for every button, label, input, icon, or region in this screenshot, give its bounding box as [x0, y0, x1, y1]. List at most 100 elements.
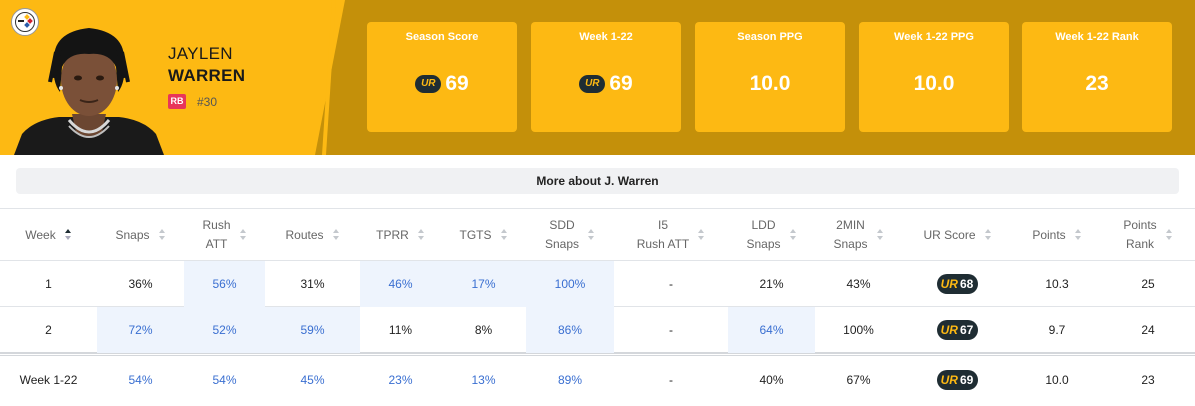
- column-header-line1: TPRR: [376, 227, 409, 242]
- cell-ur-score: UR 68: [902, 261, 1013, 307]
- stat-card-week-rank: Week 1-22 Rank 23: [1022, 22, 1172, 132]
- column-header-line2: Rank: [1125, 237, 1154, 251]
- stat-label: Season PPG: [737, 31, 803, 43]
- column-header-ur-score[interactable]: UR Score: [902, 210, 1013, 260]
- position-badge: RB: [168, 94, 186, 109]
- sort-icon[interactable]: [1074, 229, 1082, 241]
- sort-icon[interactable]: [158, 229, 166, 241]
- column-header-points[interactable]: Points: [1013, 210, 1101, 260]
- column-header-tgts[interactable]: TGTS: [441, 210, 526, 260]
- cell-value: -: [669, 373, 673, 387]
- cell-routes: 31%: [265, 261, 360, 307]
- cell-points-rank: 23: [1101, 357, 1195, 403]
- stat-value: 69: [445, 72, 469, 95]
- column-header-2min-snaps[interactable]: 2MIN Snaps: [815, 210, 902, 260]
- cell-value: 46%: [388, 277, 413, 291]
- more-about-button[interactable]: More about J. Warren: [16, 168, 1179, 194]
- cell-ldd-snaps: 64%: [728, 307, 815, 353]
- cell-ur-score: UR 67: [902, 307, 1013, 353]
- steelers-logo-icon: [11, 8, 39, 36]
- column-header-snaps[interactable]: Snaps: [97, 210, 184, 260]
- sort-icon[interactable]: [239, 229, 247, 241]
- stat-label: Week 1-22: [579, 31, 633, 43]
- cell-value: 72%: [128, 323, 153, 337]
- cell-sdd-snaps: 86%: [526, 307, 614, 353]
- column-header-label: UR Score: [923, 226, 975, 245]
- column-header-i5-rush-att[interactable]: I5 Rush ATT: [614, 210, 728, 260]
- column-header-line2: Rush ATT: [636, 237, 690, 251]
- stat-label: Week 1-22 Rank: [1055, 31, 1139, 43]
- ur-score-badge: UR 67: [936, 320, 979, 340]
- sort-icon[interactable]: [500, 229, 508, 241]
- stat-label: Week 1-22 PPG: [894, 31, 974, 43]
- cell-tgts: 13%: [441, 357, 526, 403]
- sort-icon[interactable]: [417, 229, 425, 241]
- cell-value: 100%: [843, 323, 874, 337]
- cell-value: 67%: [846, 373, 871, 387]
- cell-ldd-snaps: 21%: [728, 261, 815, 307]
- column-header-line1: Rush: [202, 218, 231, 232]
- column-header-label: Points Rank: [1123, 216, 1156, 254]
- cell-ur-score: UR 69: [902, 357, 1013, 403]
- cell-value: 21%: [759, 277, 784, 291]
- cell-snaps: 54%: [97, 357, 184, 403]
- sort-icon[interactable]: [332, 229, 340, 241]
- column-header-line1: UR Score: [923, 227, 976, 242]
- column-header-label: TPRR: [376, 226, 409, 245]
- column-header-rush-att[interactable]: Rush ATT: [184, 210, 265, 260]
- column-header-sdd-snaps[interactable]: SDD Snaps: [526, 210, 614, 260]
- column-header-label: Rush ATT: [202, 216, 230, 254]
- cell-value: 9.7: [1048, 323, 1066, 337]
- column-header-label: Snaps: [115, 226, 149, 245]
- cell-points-rank: 25: [1101, 261, 1195, 307]
- cell-snaps: 72%: [97, 307, 184, 353]
- cell-sdd-snaps: 100%: [526, 261, 614, 307]
- column-header-line1: Snaps: [115, 227, 150, 242]
- ur-score-value: 68: [959, 277, 974, 291]
- stat-card-week-score: Week 1-22 UR 69: [531, 22, 681, 132]
- column-header-tprr[interactable]: TPRR: [360, 210, 441, 260]
- cell-value: 23%: [388, 373, 413, 387]
- ur-logo-icon: UR: [940, 277, 958, 291]
- stat-value: 10.0: [749, 72, 791, 95]
- cell-2min-snaps: 67%: [815, 357, 902, 403]
- cell-value: 54%: [212, 373, 237, 387]
- sort-icon[interactable]: [876, 229, 884, 241]
- cell-snaps: 36%: [97, 261, 184, 307]
- column-header-line1: SDD: [549, 218, 575, 232]
- sort-active-icon[interactable]: [64, 229, 72, 241]
- cell-value: 17%: [471, 277, 496, 291]
- cell-points-rank: 24: [1101, 307, 1195, 353]
- column-header-ldd-snaps[interactable]: LDD Snaps: [728, 210, 815, 260]
- column-header-line1: Week: [25, 227, 56, 242]
- player-first-name: JAYLEN: [168, 44, 233, 63]
- cell-tprr: 11%: [360, 307, 441, 353]
- cell-rush-att: 52%: [184, 307, 265, 353]
- row-divider: [0, 352, 1195, 354]
- cell-points: 9.7: [1013, 307, 1101, 353]
- cell-rush-att: 54%: [184, 357, 265, 403]
- sort-icon[interactable]: [1165, 229, 1173, 241]
- cell-points: 10.3: [1013, 261, 1101, 307]
- cell-week: Week 1-22: [0, 357, 97, 403]
- sort-icon[interactable]: [789, 229, 797, 241]
- cell-i5-rush-att: -: [614, 357, 728, 403]
- sort-icon[interactable]: [698, 229, 705, 241]
- cell-value: 52%: [212, 323, 237, 337]
- cell-i5-rush-att: -: [614, 307, 728, 353]
- column-header-label: I5 Rush ATT: [637, 216, 689, 254]
- column-header-label: TGTS: [460, 226, 492, 245]
- cell-i5-rush-att: -: [614, 261, 728, 307]
- cell-tgts: 17%: [441, 261, 526, 307]
- column-header-points-rank[interactable]: Points Rank: [1101, 210, 1195, 260]
- cell-rush-att: 56%: [184, 261, 265, 307]
- column-header-week[interactable]: Week: [0, 210, 97, 260]
- stat-card-season-ppg: Season PPG 10.0: [695, 22, 845, 132]
- column-header-routes[interactable]: Routes: [265, 210, 360, 260]
- sort-icon[interactable]: [984, 229, 992, 241]
- jersey-number: #30: [197, 95, 218, 109]
- cell-value: 13%: [471, 373, 496, 387]
- ur-score-value: 69: [959, 373, 974, 387]
- ur-logo-icon: UR: [940, 323, 958, 337]
- sort-icon[interactable]: [588, 229, 595, 241]
